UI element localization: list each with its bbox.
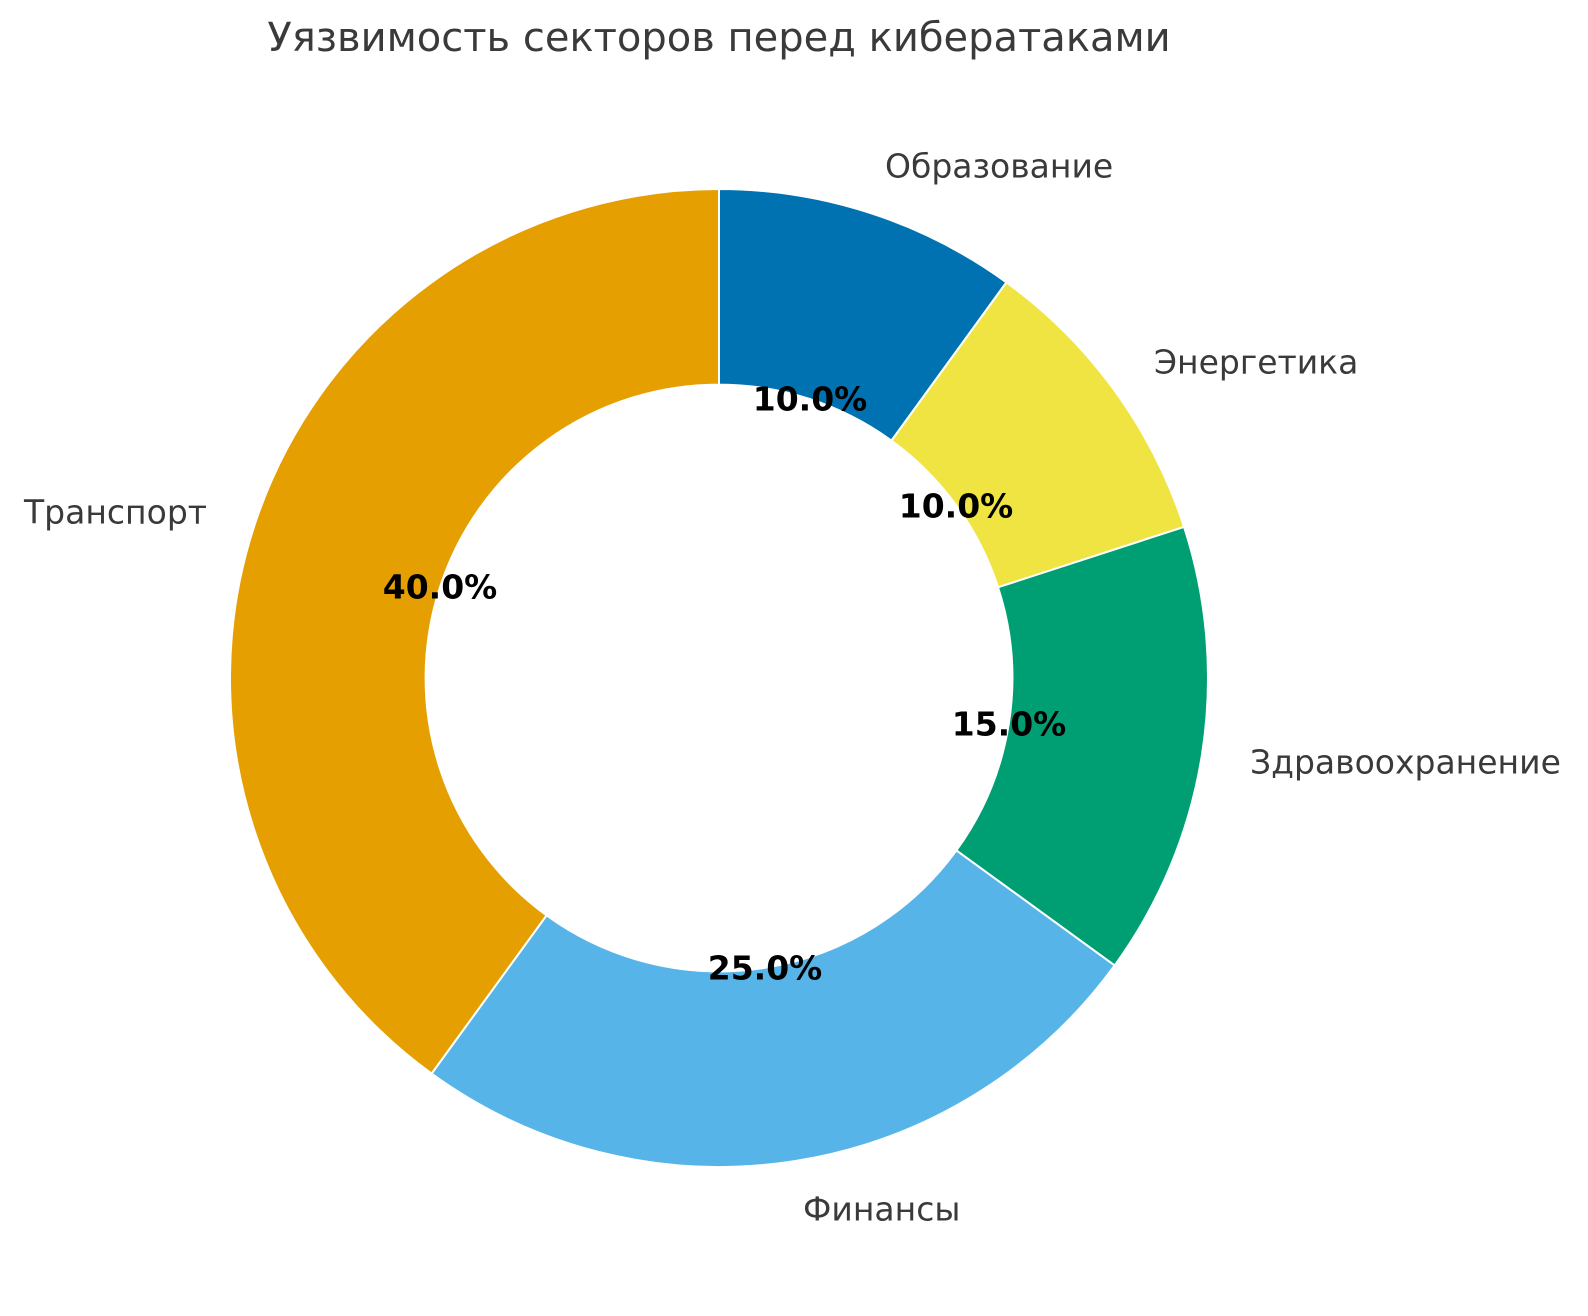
pie-slice-4: [430, 849, 1116, 1168]
pct-label: 10.0%: [898, 486, 1014, 526]
slice-label: Здравоохранение: [1250, 742, 1561, 782]
pie-slice-5: [229, 188, 720, 1075]
pct-label: 40.0%: [382, 567, 498, 607]
pct-label: 10.0%: [752, 379, 868, 419]
slice-label: Образование: [885, 146, 1114, 186]
slice-label: Финансы: [803, 1189, 961, 1229]
pie-slice-3: [955, 525, 1209, 967]
chart-title: Уязвимость секторов перед кибератаками: [267, 15, 1171, 61]
pct-label: 25.0%: [707, 948, 823, 988]
pct-label: 15.0%: [951, 704, 1067, 744]
slice-label: Энергетика: [1154, 342, 1359, 382]
slice-label: Транспорт: [24, 492, 207, 532]
